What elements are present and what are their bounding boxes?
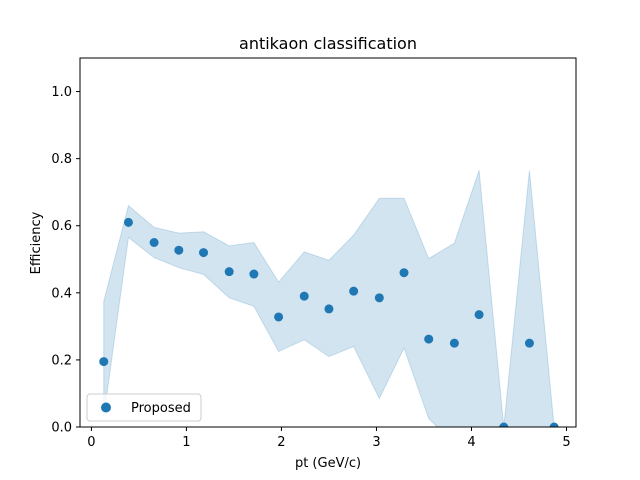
data-point — [249, 269, 259, 279]
plot-area-frame — [79, 57, 577, 428]
x-axis-ticks: 0 1 2 3 4 5 — [87, 427, 571, 450]
y-tick-label: 0.4 — [51, 286, 72, 301]
data-point — [474, 310, 484, 320]
y-tick-label: 0.2 — [51, 353, 72, 368]
x-tick-label: 1 — [182, 435, 190, 450]
x-axis-label: pt (GeV/c) — [295, 456, 361, 471]
data-point — [424, 334, 434, 344]
legend: Proposed — [86, 393, 202, 422]
data-point — [499, 422, 509, 427]
legend-marker — [101, 402, 111, 413]
data-point — [174, 245, 184, 255]
data-point — [149, 238, 159, 247]
y-tick-label: 1.0 — [51, 85, 72, 100]
data-point — [99, 357, 109, 367]
x-tick-label: 4 — [467, 435, 475, 450]
data-point — [399, 268, 409, 278]
x-tick-label: 5 — [562, 435, 570, 450]
data-point — [123, 217, 133, 227]
data-point — [274, 312, 284, 322]
data-points-layer — [99, 217, 559, 427]
confidence-band-layer — [103, 170, 555, 427]
data-point — [349, 286, 359, 296]
y-axis-label: Efficiency — [29, 211, 44, 274]
data-point — [374, 293, 384, 303]
x-tick-label: 0 — [87, 435, 95, 450]
confidence-band — [103, 170, 555, 427]
chart-title: antikaon classification — [239, 34, 417, 53]
x-tick-label: 3 — [372, 435, 380, 450]
data-point — [449, 338, 459, 348]
legend-box — [86, 393, 202, 422]
data-point — [524, 338, 534, 348]
y-tick-label: 0.6 — [51, 219, 72, 234]
data-point — [224, 267, 234, 277]
y-axis-ticks: 0.0 0.2 0.4 0.6 0.8 1.0 — [51, 85, 80, 436]
x-tick-label: 2 — [277, 435, 285, 450]
y-tick-label: 0.8 — [51, 152, 72, 167]
data-point — [199, 248, 209, 258]
data-point — [324, 304, 334, 314]
data-point — [549, 422, 559, 427]
legend-label: Proposed — [131, 401, 191, 416]
data-point — [299, 291, 309, 301]
y-tick-label: 0.0 — [51, 421, 72, 436]
